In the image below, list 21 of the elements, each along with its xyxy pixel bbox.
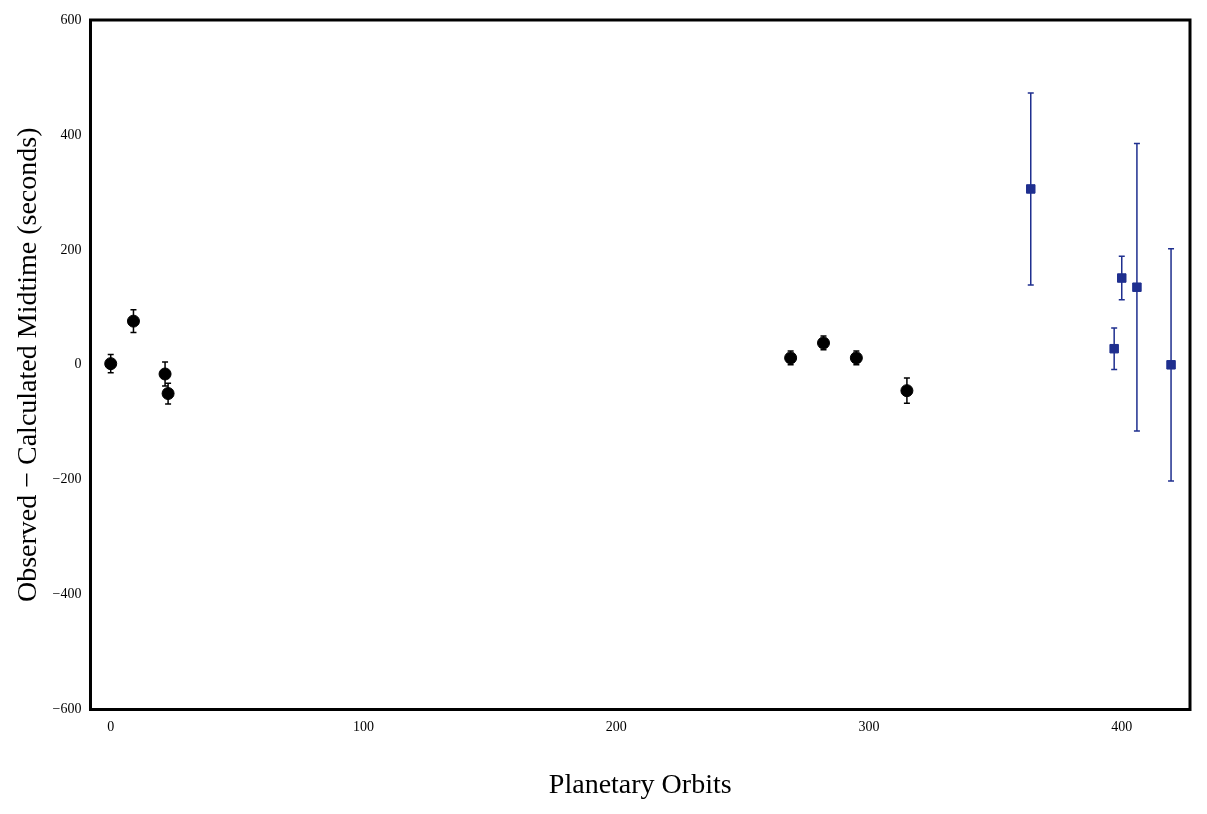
point xyxy=(1166,360,1176,370)
y-tick-label: 200 xyxy=(60,241,82,257)
y-tick-label: 600 xyxy=(60,11,82,27)
y-tick-label: −600 xyxy=(52,701,82,717)
point xyxy=(126,314,140,328)
x-tick-label: 100 xyxy=(352,718,374,734)
x-axis-title: Planetary Orbits xyxy=(548,767,732,799)
x-tick-label: 200 xyxy=(605,718,627,734)
y-tick-label: −400 xyxy=(52,586,82,602)
point xyxy=(1117,273,1127,283)
y-axis-title: Observed − Calculated Midtime (seconds) xyxy=(11,127,43,603)
x-tick-label: 400 xyxy=(1111,718,1133,734)
x-tick-label: 300 xyxy=(858,718,880,734)
point xyxy=(104,357,118,371)
x-tick-label: 0 xyxy=(107,718,115,734)
point xyxy=(1026,184,1036,194)
y-tick-label: −200 xyxy=(52,471,82,487)
y-tick-label: 0 xyxy=(74,356,82,372)
y-tick-label: 400 xyxy=(60,126,82,142)
point xyxy=(1109,343,1119,354)
point xyxy=(1132,282,1142,292)
